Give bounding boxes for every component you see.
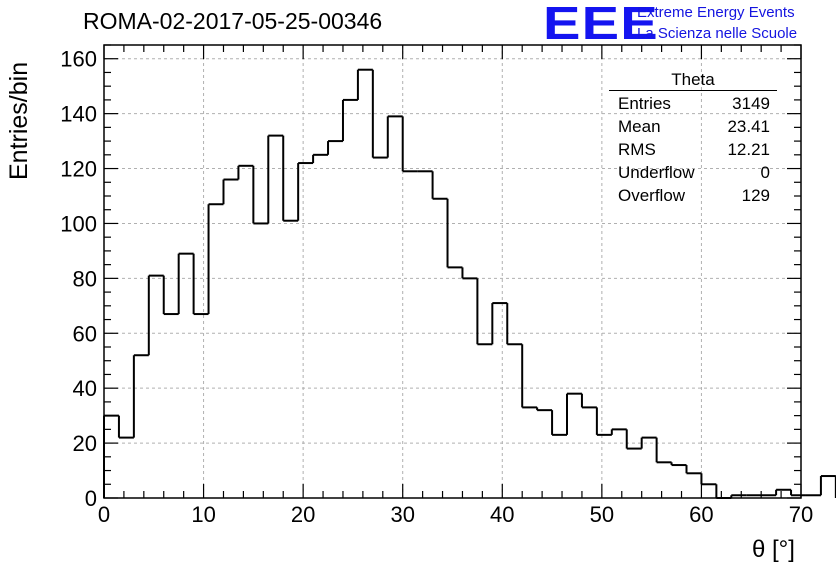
y-tick-label: 80 [73, 266, 97, 291]
eee-logo-mark: EEE [543, 0, 659, 49]
stats-row-overflow: Overflow 129 [609, 184, 777, 207]
x-tick-label: 60 [689, 502, 713, 527]
stats-divider [609, 90, 777, 91]
x-tick-label: 50 [590, 502, 614, 527]
stats-value: 0 [760, 163, 770, 182]
x-axis-label: θ [°] [752, 536, 795, 563]
logo-line-1: Extreme Energy Events [637, 4, 795, 21]
stats-row-mean: Mean 23.41 [609, 115, 777, 138]
x-tick-label: 20 [291, 502, 315, 527]
x-tick-label: 0 [98, 502, 110, 527]
y-tick-label: 40 [73, 376, 97, 401]
stats-label: Entries [618, 94, 671, 113]
x-tick-label: 10 [191, 502, 215, 527]
plot-frame [103, 44, 802, 499]
logo-line-2: La Scienza nelle Scuole [637, 25, 798, 42]
axes [103, 44, 802, 499]
y-tick-label: 140 [60, 102, 97, 127]
tick-labels: 0 10 20 30 40 50 60 70 0 20 40 60 80 100 120 140 160 [60, 47, 813, 527]
stats-box: Theta Entries 3149 Mean 23.41 RMS 12.21 … [609, 70, 777, 207]
stats-value: 23.41 [727, 117, 770, 136]
grid-lines [104, 45, 801, 498]
stats-row-rms: RMS 12.21 [609, 138, 777, 161]
y-tick-label: 20 [73, 431, 97, 456]
y-tick-label: 160 [60, 47, 97, 72]
stats-value: 12.21 [727, 140, 770, 159]
x-tick-label: 40 [490, 502, 514, 527]
histogram-series [103, 68, 836, 499]
stats-label: RMS [618, 140, 656, 159]
y-tick-label: 60 [73, 321, 97, 346]
stats-label: Underflow [618, 163, 695, 182]
stats-label: Mean [618, 117, 661, 136]
x-tick-label: 70 [789, 502, 813, 527]
y-tick-label: 120 [60, 157, 97, 182]
chart-title: ROMA-02-2017-05-25-00346 [83, 8, 383, 34]
stats-row-underflow: Underflow 0 [609, 161, 777, 184]
stats-value: 3149 [732, 94, 770, 113]
y-tick-label: 0 [85, 486, 97, 511]
stats-value: 129 [741, 186, 770, 205]
stats-title: Theta [671, 70, 715, 89]
x-tick-label: 30 [390, 502, 414, 527]
stats-row-entries: Entries 3149 [609, 92, 777, 115]
y-axis-label: Entries/bin [5, 61, 33, 180]
y-tick-label: 100 [60, 211, 97, 236]
stats-label: Overflow [618, 186, 686, 205]
